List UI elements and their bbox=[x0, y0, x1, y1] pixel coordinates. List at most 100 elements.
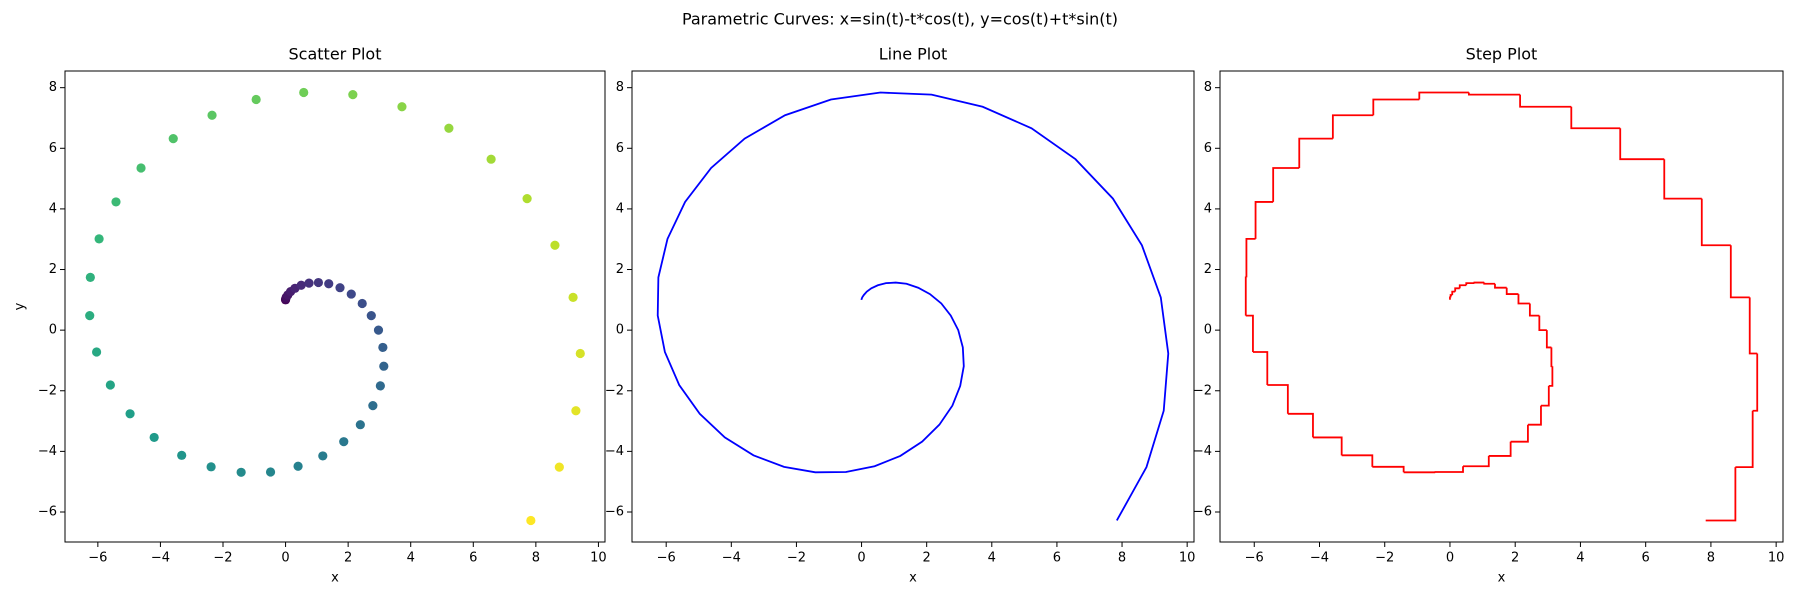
scatter-point bbox=[91, 347, 102, 357]
scatter-point bbox=[348, 90, 358, 100]
scatter-point bbox=[304, 278, 314, 288]
step-segment bbox=[1705, 467, 1737, 522]
step-segment bbox=[1449, 296, 1451, 300]
y-tick-label: 8 bbox=[616, 80, 624, 95]
step-segment bbox=[1298, 137, 1333, 168]
scatter-point bbox=[251, 94, 261, 105]
y-tick-label: −2 bbox=[605, 383, 624, 398]
figure-title: Parametric Curves: x=sin(t)-t*cos(t), y=… bbox=[682, 10, 1118, 29]
step-segment bbox=[1254, 201, 1274, 239]
scatter-point bbox=[397, 102, 407, 112]
step-segment bbox=[1465, 282, 1475, 286]
x-tick-label: −6 bbox=[657, 551, 676, 566]
x-tick-label: 2 bbox=[344, 551, 352, 566]
x-tick-label: 2 bbox=[1511, 551, 1519, 566]
scatter-point bbox=[299, 87, 309, 98]
axes-title: Line Plot bbox=[879, 45, 948, 64]
x-tick-label: 6 bbox=[1053, 551, 1061, 566]
step-segment bbox=[1488, 441, 1512, 457]
x-axis-label: x bbox=[331, 571, 339, 586]
y-tick-label: 2 bbox=[616, 262, 624, 277]
x-tick-label: 0 bbox=[281, 551, 289, 566]
scatter-point bbox=[149, 432, 159, 443]
scatter-point bbox=[265, 467, 276, 477]
step-segment bbox=[1473, 281, 1485, 284]
scatter-point bbox=[296, 280, 306, 290]
step-segment bbox=[1505, 287, 1519, 295]
y-tick-label: −4 bbox=[38, 444, 57, 459]
step-segment bbox=[1494, 283, 1507, 289]
scatter-point bbox=[526, 515, 536, 526]
step-segment bbox=[1252, 351, 1269, 385]
y-tick-label: 8 bbox=[1204, 80, 1212, 95]
step-segment bbox=[1545, 330, 1552, 349]
step-segment bbox=[1467, 92, 1521, 96]
step-segment bbox=[1538, 315, 1547, 332]
scatter-point bbox=[85, 272, 95, 283]
step-segment bbox=[1372, 465, 1405, 473]
scatter-point bbox=[136, 163, 146, 173]
step-segment bbox=[1550, 347, 1553, 368]
scatter-point bbox=[571, 406, 581, 416]
step-segment bbox=[1619, 128, 1665, 161]
step-segment bbox=[1528, 303, 1540, 317]
scatter-point bbox=[486, 154, 496, 164]
step-segment bbox=[1463, 455, 1490, 468]
step-segment bbox=[1752, 353, 1759, 412]
step-segment bbox=[1331, 114, 1374, 139]
x-tick-label: −2 bbox=[1375, 551, 1394, 566]
step-segment bbox=[1312, 436, 1343, 456]
x-tick-label: −2 bbox=[787, 551, 806, 566]
step-segment bbox=[1483, 282, 1495, 285]
y-tick-label: 4 bbox=[1204, 201, 1212, 216]
scatter-point bbox=[206, 462, 216, 472]
line-series bbox=[656, 91, 1170, 521]
scatter-point bbox=[444, 123, 454, 133]
step-segment bbox=[1244, 276, 1247, 316]
x-tick-label: −6 bbox=[1245, 551, 1264, 566]
scatter-point bbox=[105, 380, 115, 390]
x-tick-label: −4 bbox=[151, 551, 170, 566]
x-tick-label: −2 bbox=[213, 551, 232, 566]
y-tick-label: 2 bbox=[49, 262, 57, 277]
axes-title: Scatter Plot bbox=[289, 45, 382, 64]
step-segment bbox=[1245, 238, 1256, 278]
scatter-point bbox=[236, 467, 246, 477]
step-segment bbox=[1287, 412, 1314, 438]
step-segment bbox=[1449, 294, 1453, 298]
x-axis-label: x bbox=[1498, 571, 1506, 586]
step-segment bbox=[1245, 314, 1254, 352]
scatter-point bbox=[375, 381, 385, 391]
y-tick-label: 0 bbox=[1204, 323, 1212, 338]
scatter-point bbox=[293, 461, 303, 471]
x-tick-label: −4 bbox=[1310, 551, 1329, 566]
scatter-point bbox=[318, 451, 328, 461]
x-tick-label: 4 bbox=[988, 551, 996, 566]
x-tick-label: 0 bbox=[1446, 551, 1454, 566]
scatter-point bbox=[85, 310, 95, 321]
scatter-point bbox=[177, 450, 187, 460]
step-segment bbox=[1700, 198, 1731, 247]
x-tick-label: 0 bbox=[857, 551, 865, 566]
y-tick-label: 6 bbox=[49, 141, 57, 156]
scatter-point bbox=[378, 342, 388, 353]
x-tick-label: 8 bbox=[1707, 551, 1715, 566]
y-tick-label: 2 bbox=[1204, 262, 1212, 277]
y-tick-label: −6 bbox=[605, 504, 624, 519]
y-tick-label: −2 bbox=[1193, 383, 1212, 398]
x-tick-label: 8 bbox=[1118, 551, 1126, 566]
scatter-point bbox=[373, 325, 384, 335]
y-tick-label: −6 bbox=[38, 504, 57, 519]
step-segment bbox=[1267, 384, 1289, 414]
scatter-point bbox=[94, 234, 104, 244]
step-segment bbox=[1434, 466, 1464, 473]
scatter-point bbox=[379, 361, 389, 371]
step-segment bbox=[1458, 284, 1467, 289]
scatter-point bbox=[207, 110, 217, 120]
step-segment bbox=[1451, 290, 1456, 295]
scatter-point bbox=[366, 310, 376, 321]
y-tick-label: −4 bbox=[1193, 444, 1212, 459]
axes-title: Step Plot bbox=[1466, 45, 1538, 64]
step-segment bbox=[1527, 405, 1542, 426]
